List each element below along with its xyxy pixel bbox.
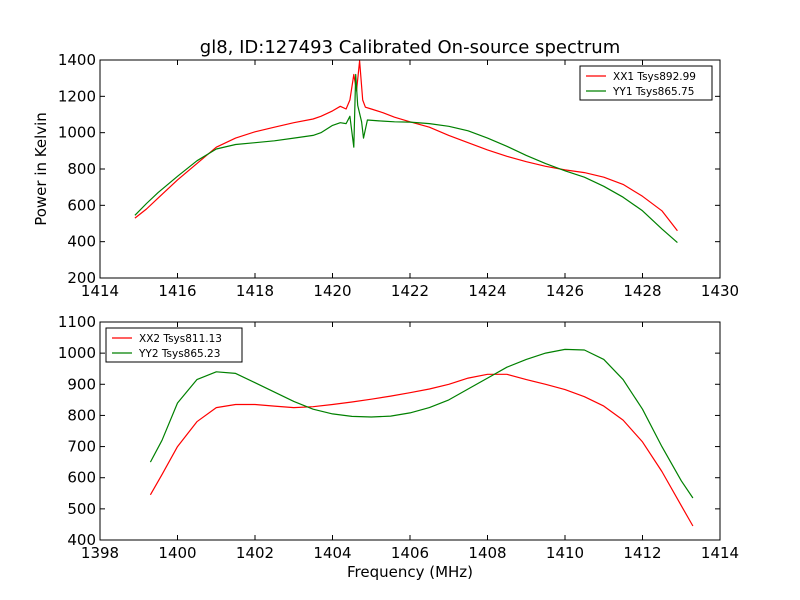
x-tick-label-1-2: 1402 [236,544,274,562]
x-tick-label-0-1: 1416 [158,282,196,300]
x-tick-label-0-6: 1426 [546,282,584,300]
y-tick-label-0-3: 800 [67,160,96,178]
series-line-0-1 [134,73,678,244]
x-tick-label-1-8: 1414 [701,544,739,562]
y-tick-label-1-1: 500 [67,500,96,518]
x-tick-label-0-0: 1414 [81,282,119,300]
x-tick-label-1-4: 1406 [391,544,429,562]
y-tick-label-1-2: 600 [67,469,96,487]
legend-label-0-0: XX1 Tsys892.99 [613,71,696,83]
legend-label-0-1: YY1 Tsys865.75 [612,86,694,98]
y-tick-label-1-5: 900 [67,375,96,393]
legend-label-1-1: YY2 Tsys865.23 [138,348,220,360]
series-line-1-1 [149,348,694,499]
series-line-1-0 [149,373,694,527]
legend-label-1-0: XX2 Tsys811.13 [139,333,222,345]
y-tick-label-0-0: 200 [67,269,96,287]
x-tick-label-0-4: 1422 [391,282,429,300]
x-tick-label-0-7: 1428 [623,282,661,300]
y-tick-label-1-0: 400 [67,531,96,549]
x-tick-label-0-3: 1420 [313,282,351,300]
x-tick-label-1-3: 1404 [313,544,351,562]
y-tick-label-1-3: 700 [67,438,96,456]
y-tick-label-0-2: 600 [67,196,96,214]
x-tick-label-1-7: 1412 [623,544,661,562]
y-tick-label-0-1: 400 [67,233,96,251]
x-tick-label-1-1: 1400 [158,544,196,562]
y-tick-label-1-7: 1100 [58,313,96,331]
top-spectrum-plot: 1414 1416 1418 1420 1422 1424 1426 1428 1430 200 4… [32,51,739,300]
chart-title: gl8, ID:127493 Calibrated On-source spec… [200,37,620,58]
x-tick-label-0-5: 1424 [468,282,506,300]
y-axis-label-0: Power in Kelvin [32,112,50,226]
y-tick-label-0-5: 1200 [58,87,96,105]
x-tick-label-1-0: 1398 [81,544,119,562]
x-tick-label-0-8: 1430 [701,282,739,300]
bottom-spectrum-plot: 1398 1400 1402 1404 1406 1408 1410 1412 1414 400 5… [58,313,739,581]
x-tick-label-0-2: 1418 [236,282,274,300]
legend-box-0 [579,65,713,101]
x-tick-label-1-5: 1408 [468,544,506,562]
x-axis-label-1: Frequency (MHz) [347,563,473,581]
y-tick-label-1-6: 1000 [58,344,96,362]
y-tick-label-1-4: 800 [67,406,96,424]
legend-box-1 [105,327,243,363]
x-tick-label-1-6: 1410 [546,544,584,562]
y-tick-label-0-4: 1000 [58,124,96,142]
y-tick-label-0-6: 1400 [58,51,96,69]
